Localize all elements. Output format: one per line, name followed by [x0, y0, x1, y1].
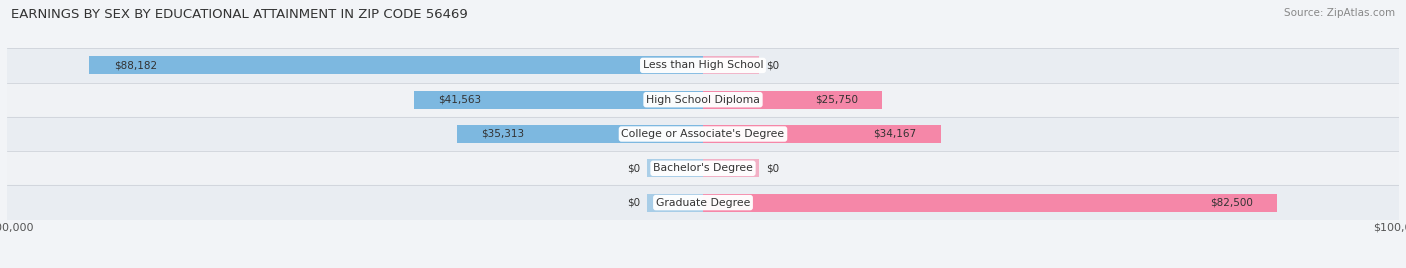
Bar [703, 57, 759, 74]
Text: $34,167: $34,167 [873, 129, 917, 139]
Bar [647, 194, 703, 211]
Text: $0: $0 [627, 198, 640, 208]
Bar [703, 125, 941, 143]
Bar [7, 151, 1399, 185]
Text: $25,750: $25,750 [815, 95, 858, 105]
Bar [703, 194, 1277, 211]
Text: $82,500: $82,500 [1211, 198, 1253, 208]
Text: High School Diploma: High School Diploma [647, 95, 759, 105]
Text: $0: $0 [766, 60, 779, 70]
Bar [7, 117, 1399, 151]
Bar [457, 125, 703, 143]
Text: Less than High School: Less than High School [643, 60, 763, 70]
Text: $88,182: $88,182 [114, 60, 156, 70]
Text: $0: $0 [766, 163, 779, 173]
Text: $35,313: $35,313 [482, 129, 524, 139]
Text: $0: $0 [627, 163, 640, 173]
Bar [647, 159, 703, 177]
Bar [7, 48, 1399, 83]
Bar [7, 83, 1399, 117]
Bar [89, 57, 703, 74]
Text: College or Associate's Degree: College or Associate's Degree [621, 129, 785, 139]
Text: EARNINGS BY SEX BY EDUCATIONAL ATTAINMENT IN ZIP CODE 56469: EARNINGS BY SEX BY EDUCATIONAL ATTAINMEN… [11, 8, 468, 21]
Bar [703, 159, 759, 177]
Bar [703, 91, 882, 109]
Bar [7, 185, 1399, 220]
Text: Source: ZipAtlas.com: Source: ZipAtlas.com [1284, 8, 1395, 18]
Bar [413, 91, 703, 109]
Text: Bachelor's Degree: Bachelor's Degree [652, 163, 754, 173]
Text: $41,563: $41,563 [439, 95, 481, 105]
Text: Graduate Degree: Graduate Degree [655, 198, 751, 208]
